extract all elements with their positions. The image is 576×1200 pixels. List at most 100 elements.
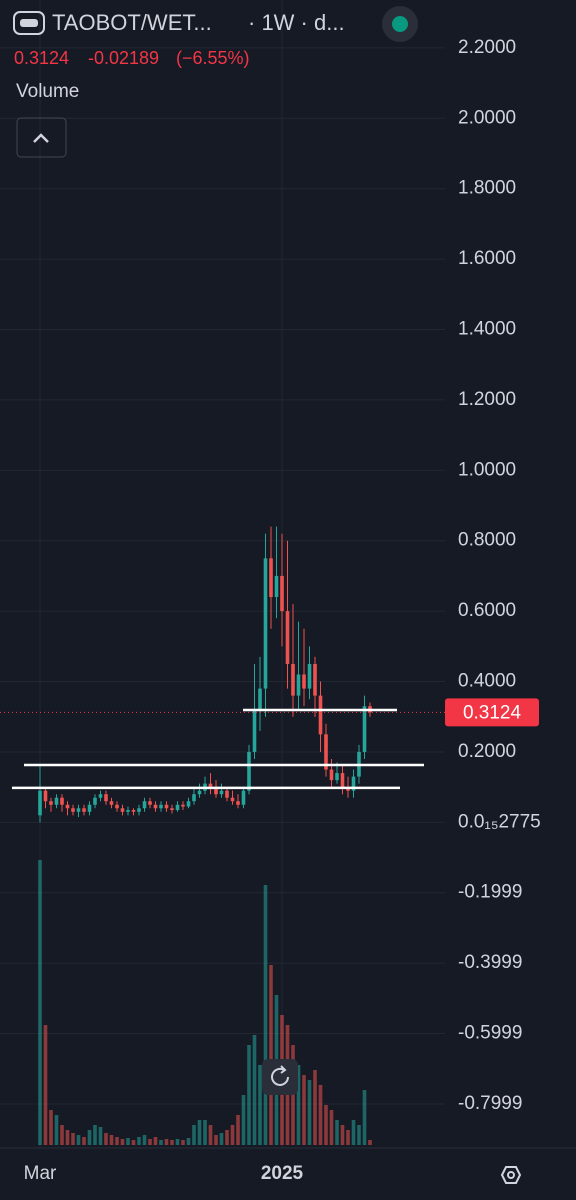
candle-body bbox=[164, 804, 169, 809]
candle-body bbox=[285, 611, 290, 664]
volume-bar bbox=[192, 1125, 196, 1145]
y-tick-label: 1.8000 bbox=[458, 178, 516, 199]
volume-bar bbox=[131, 1140, 136, 1145]
candle-body bbox=[192, 794, 196, 802]
volume-label: Volume bbox=[16, 81, 79, 102]
candle-body bbox=[362, 706, 367, 752]
y-tick-label: -0.1999 bbox=[458, 882, 522, 903]
candle-body bbox=[153, 804, 158, 809]
candle-body bbox=[269, 558, 273, 598]
candle-body bbox=[219, 790, 224, 795]
candle-body bbox=[38, 790, 42, 816]
volume-bar bbox=[351, 1120, 356, 1145]
candle-body bbox=[247, 751, 251, 791]
volume-bar bbox=[43, 1025, 48, 1145]
candle-body bbox=[93, 797, 97, 805]
price-tag bbox=[445, 698, 539, 727]
volume-bar bbox=[291, 1045, 295, 1145]
volume-bar bbox=[60, 1125, 64, 1145]
volume-bar bbox=[346, 1130, 350, 1145]
candle-body bbox=[170, 808, 174, 811]
symbol-icon bbox=[13, 11, 45, 35]
candle-body bbox=[274, 575, 279, 598]
candle-body bbox=[115, 804, 119, 809]
candle-body bbox=[263, 558, 268, 689]
last-price: 0.3124 bbox=[14, 48, 69, 68]
volume-bar bbox=[104, 1133, 108, 1145]
candle-body bbox=[131, 810, 136, 812]
x-tick-label: Mar bbox=[24, 1163, 57, 1184]
candle-body bbox=[181, 804, 185, 807]
volume-bar bbox=[214, 1135, 218, 1145]
volume-bar bbox=[208, 1125, 213, 1145]
y-tick-label: -0.3999 bbox=[458, 952, 522, 973]
volume-bar bbox=[71, 1133, 75, 1145]
volume-bar bbox=[203, 1120, 207, 1145]
symbol-icon bbox=[20, 19, 38, 27]
volume-bar bbox=[38, 860, 42, 1145]
y-tick-label: 2.2000 bbox=[458, 37, 516, 58]
volume-bar bbox=[137, 1137, 141, 1145]
candle-body bbox=[98, 794, 103, 798]
volume-bar bbox=[313, 1070, 317, 1145]
volume-bar bbox=[197, 1120, 202, 1145]
volume-bar bbox=[362, 1090, 367, 1145]
volume-bar bbox=[307, 1080, 312, 1145]
candle-body bbox=[137, 808, 141, 812]
volume-bar bbox=[76, 1135, 81, 1145]
change: -0.02189 bbox=[88, 48, 159, 68]
volume-bar bbox=[318, 1085, 323, 1145]
y-tick-label: -0.7999 bbox=[458, 1093, 522, 1114]
symbol[interactable]: TAOBOT/WET... bbox=[52, 10, 212, 35]
candle-body bbox=[43, 790, 48, 802]
volume-bar bbox=[120, 1139, 125, 1145]
volume-bar bbox=[115, 1137, 119, 1145]
volume-bar bbox=[241, 1095, 246, 1145]
candle-body bbox=[302, 674, 306, 689]
candle-body bbox=[351, 776, 356, 791]
volume-bar bbox=[126, 1138, 130, 1145]
candle-body bbox=[175, 804, 180, 811]
candle-body bbox=[197, 790, 202, 795]
candle-body bbox=[313, 663, 317, 696]
volume-bar bbox=[329, 1110, 334, 1145]
y-tick-label: -0.5999 bbox=[458, 1023, 522, 1044]
y-tick-label: 2.0000 bbox=[458, 107, 516, 128]
volume-bar bbox=[65, 1130, 70, 1145]
candle-body bbox=[148, 801, 152, 805]
header: TAOBOT/WET... · 1W · d... 0.3124 -0.0218… bbox=[13, 6, 418, 158]
change-pct: (−6.55%) bbox=[176, 48, 250, 68]
volume-bar bbox=[302, 1075, 306, 1145]
candle-body bbox=[65, 804, 70, 809]
interval[interactable]: · 1W · d... bbox=[248, 10, 345, 35]
status-dot bbox=[392, 16, 408, 32]
candle-body bbox=[324, 734, 328, 770]
volume-bar bbox=[269, 965, 273, 1145]
reset-button-bg[interactable] bbox=[262, 1059, 298, 1095]
volume-bar bbox=[159, 1140, 163, 1145]
collapse-button[interactable] bbox=[16, 117, 67, 158]
volume-bar bbox=[186, 1138, 191, 1145]
volume-bar bbox=[230, 1125, 235, 1145]
candle-body bbox=[252, 709, 257, 752]
y-tick-label: 1.0000 bbox=[458, 459, 516, 480]
candle-body bbox=[335, 773, 339, 781]
settings-icon[interactable] bbox=[500, 1166, 522, 1184]
reset-button[interactable] bbox=[262, 1059, 298, 1095]
candle-body bbox=[225, 790, 229, 798]
candle-body bbox=[54, 797, 59, 805]
candle-body bbox=[208, 783, 213, 788]
settings-icon bbox=[507, 1171, 515, 1179]
candle-body bbox=[318, 695, 323, 735]
price-tag-label: 0.3124 bbox=[463, 702, 522, 723]
settings[interactable] bbox=[500, 1166, 522, 1184]
candle-body bbox=[186, 801, 191, 807]
volume-bar bbox=[109, 1135, 114, 1145]
candle-body bbox=[241, 790, 246, 805]
y-tick-label: 1.6000 bbox=[458, 248, 516, 269]
candle-body bbox=[236, 801, 240, 805]
plot bbox=[0, 526, 445, 1145]
y-tick-label: 1.2000 bbox=[458, 389, 516, 410]
candle-body bbox=[291, 663, 295, 696]
